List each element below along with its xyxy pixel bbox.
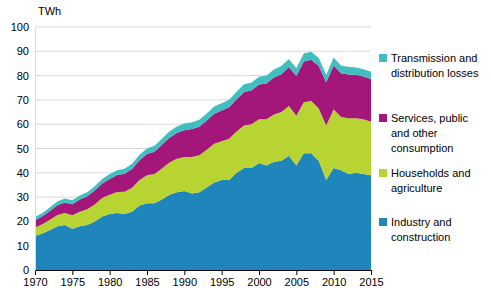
y-tick: 70	[17, 94, 35, 106]
x-tick-label: 1975	[61, 276, 85, 288]
x-tick-label: 2000	[247, 276, 271, 288]
y-tick: 40	[17, 167, 35, 179]
y-tick-label: 20	[17, 215, 29, 227]
x-tick-label: 2015	[359, 276, 383, 288]
legend-swatch	[379, 169, 387, 177]
y-tick: 80	[17, 70, 35, 82]
y-tick: 50	[17, 143, 35, 155]
y-tick: 100	[11, 21, 35, 33]
y-tick-label: 50	[17, 143, 29, 155]
x-tick: 2005	[285, 270, 309, 288]
x-axis-line	[36, 270, 372, 271]
x-tick: 1995	[210, 270, 234, 288]
plot: 1970197519801985199019952000200520102015…	[11, 21, 384, 288]
y-tick: 20	[17, 215, 35, 227]
x-tick-mark	[184, 270, 185, 275]
y-tick: 60	[17, 118, 35, 130]
x-tick-label: 1970	[23, 276, 47, 288]
y-tick: 10	[17, 240, 35, 252]
x-tick: 2010	[322, 270, 346, 288]
y-tick-label: 10	[17, 240, 29, 252]
y-tick-label: 30	[17, 191, 29, 203]
legend-label: Transmission anddistribution losses	[391, 52, 479, 79]
y-tick-label: 80	[17, 70, 29, 82]
legend-item: Industry andconstruction	[379, 216, 452, 243]
y-axis-title: TWh	[38, 5, 61, 17]
grid	[35, 27, 371, 270]
x-tick-mark	[72, 270, 73, 275]
y-tick-label: 90	[17, 45, 29, 57]
legend-swatch	[379, 54, 387, 62]
x-tick-mark	[222, 270, 223, 275]
chart: 1970197519801985199019952000200520102015…	[0, 0, 491, 302]
x-tick-label: 2010	[322, 276, 346, 288]
areas	[35, 52, 371, 270]
legend-label: Industry andconstruction	[391, 216, 452, 243]
legend-item: Households andagriculture	[379, 167, 471, 194]
x-tick-mark	[296, 270, 297, 275]
legend-label: Households andagriculture	[391, 167, 471, 194]
y-tick-label: 60	[17, 118, 29, 130]
legend-item: Transmission anddistribution losses	[379, 52, 479, 79]
x-tick-label: 1995	[210, 276, 234, 288]
x-tick: 1980	[98, 270, 122, 288]
legend-item: Services, publicand otherconsumption	[379, 112, 469, 154]
legend-swatch	[379, 114, 387, 122]
x-tick-mark	[334, 270, 335, 275]
y-tick-label: 0	[23, 264, 29, 276]
x-tick-label: 2005	[285, 276, 309, 288]
y-tick-label: 40	[17, 167, 29, 179]
y-tick: 0	[23, 264, 35, 276]
y-tick-label: 70	[17, 94, 29, 106]
legend-swatch	[379, 218, 387, 226]
x-tick-mark	[259, 270, 260, 275]
area	[35, 52, 371, 220]
x-tick-label: 1985	[135, 276, 159, 288]
y-tick: 90	[17, 45, 35, 57]
x-tick-mark	[147, 270, 148, 275]
x-tick-label: 1980	[98, 276, 122, 288]
legend: Transmission anddistribution losses Servi…	[379, 52, 479, 243]
legend-label: Services, publicand otherconsumption	[391, 112, 469, 154]
x-tick-mark	[35, 270, 36, 275]
x-tick: 2000	[247, 270, 271, 288]
x-tick: 1990	[173, 270, 197, 288]
y-tick-label: 100	[11, 21, 29, 33]
x-axis: 1970 1975 1980 1985 1990 1995 2000 2005 2010 2015	[23, 270, 383, 288]
y-axis-line	[35, 28, 36, 271]
y-tick: 30	[17, 191, 35, 203]
y-axis: 0 10 20 30 40 50 60 70 80 90 100	[11, 21, 36, 276]
x-tick: 1975	[61, 270, 85, 288]
x-tick: 2015	[359, 270, 383, 288]
x-tick-label: 1990	[173, 276, 197, 288]
x-tick-mark	[110, 270, 111, 275]
grid-line	[35, 27, 371, 28]
area	[35, 60, 371, 228]
x-tick: 1985	[135, 270, 159, 288]
x-tick-mark	[371, 270, 372, 275]
grid-line	[35, 51, 371, 52]
